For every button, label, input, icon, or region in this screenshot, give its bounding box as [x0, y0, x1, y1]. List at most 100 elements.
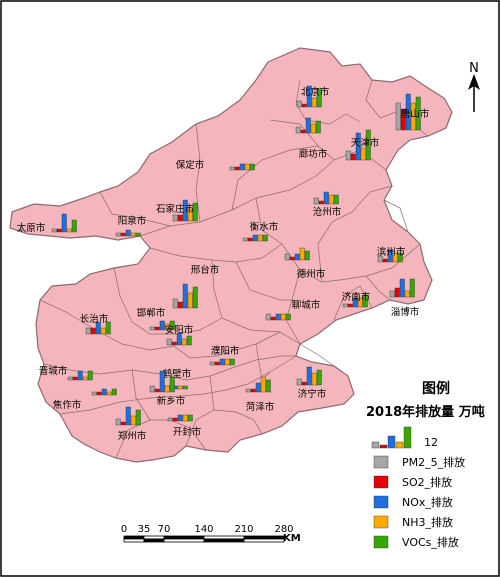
- bar-nox: [177, 414, 183, 422]
- bar-so2: [171, 341, 177, 346]
- bar-nox: [182, 283, 188, 309]
- city-label: 沧州市: [313, 206, 342, 218]
- bar-pm25: [389, 290, 395, 298]
- bar-nox: [159, 370, 165, 393]
- bar-so2: [72, 376, 78, 381]
- scale-tick-label: 210: [234, 524, 253, 535]
- city-bar-chart: [85, 321, 111, 335]
- bar-nox: [405, 93, 411, 131]
- bar-vocs: [169, 376, 175, 393]
- city-8: 太原市: [17, 213, 77, 234]
- bar-vocs: [182, 385, 188, 390]
- city-24: 新乡市: [149, 370, 186, 407]
- north-arrow-label: N: [469, 61, 479, 76]
- bar-nh3: [360, 147, 366, 161]
- legend-items: PM2_5_排放 SO2_排放 NOx_排放 NH3_排放 VOCs_排放: [373, 455, 465, 549]
- city-18: 邯郸市: [137, 307, 175, 331]
- bar-so2: [400, 108, 406, 131]
- city-label: 北京市: [301, 86, 330, 98]
- legend-label: NOx_排放: [402, 495, 453, 509]
- bar-so2: [172, 417, 178, 422]
- bar-nh3: [404, 290, 410, 298]
- city-label: 晋城市: [39, 365, 68, 377]
- scale-tick-label: 35: [138, 524, 151, 535]
- bar-pm25: [167, 417, 173, 422]
- bar-pm25: [209, 361, 215, 366]
- bar-nox: [101, 388, 107, 396]
- city-bar-chart: [209, 358, 235, 366]
- legend-sample-bar-nh3: [395, 441, 404, 449]
- city-7: 石家庄市: [156, 199, 198, 222]
- city-19: 安阳市: [165, 324, 194, 346]
- legend-swatch: [373, 495, 389, 509]
- bar-so2: [301, 103, 307, 108]
- scale-bar-unit: KM: [283, 533, 301, 544]
- bar-nox: [125, 406, 131, 426]
- bar-nh3: [181, 338, 187, 346]
- city-bar-chart: [242, 234, 268, 242]
- bar-nox: [125, 229, 131, 237]
- city-21: 晋城市: [39, 365, 93, 381]
- bar-so2: [301, 381, 307, 386]
- bar-vocs: [315, 120, 321, 134]
- bar-so2: [300, 129, 306, 134]
- city-26: 菏泽市: [246, 376, 275, 413]
- city-15: 长治市: [80, 313, 111, 335]
- city-16: 聊城市: [265, 299, 321, 321]
- bar-vocs: [316, 88, 322, 108]
- bar-so2: [120, 421, 126, 426]
- bar-nox: [399, 278, 405, 298]
- bar-nox: [305, 117, 311, 134]
- bar-vocs: [362, 294, 368, 308]
- city-10: 衡水市: [242, 221, 279, 242]
- legend-item-nox: NOx_排放: [373, 495, 453, 509]
- city-label: 滨州市: [377, 246, 406, 258]
- bar-nh3: [299, 247, 305, 261]
- bar-vocs: [333, 194, 339, 205]
- city-6: 沧州市: [313, 191, 342, 218]
- bar-pm25: [295, 126, 301, 134]
- bar-so2: [318, 200, 324, 205]
- scale-segment: [143, 538, 165, 543]
- bar-nh3: [224, 358, 230, 366]
- bar-pm25: [149, 326, 155, 331]
- scale-bar-segments: [123, 535, 285, 543]
- city-bar-chart: [377, 249, 403, 263]
- city-label: 唐山市: [401, 108, 430, 120]
- bar-vocs: [397, 252, 403, 263]
- city-label: 邯郸市: [137, 307, 166, 319]
- scale-bar-ticks: 0 35 70 140 210 280: [121, 524, 294, 535]
- city-label: 衡水市: [250, 221, 279, 233]
- bar-vocs: [192, 202, 198, 222]
- scale-bar: 0 35 70 140 210 280 KM: [121, 524, 301, 544]
- bar-pm25: [229, 166, 235, 171]
- scale-segment: [203, 538, 245, 543]
- city-bar-chart: [172, 283, 198, 309]
- bar-pm25: [115, 232, 121, 237]
- bar-pm25: [377, 255, 383, 263]
- legend-swatch: [373, 535, 389, 549]
- bar-pm25: [395, 102, 401, 131]
- city-bar-chart: [149, 370, 175, 393]
- bar-pm25: [149, 385, 155, 393]
- city-bar-chart: [296, 85, 322, 108]
- scale-tick-label: 0: [121, 524, 127, 535]
- bar-nox: [252, 234, 258, 242]
- city-bar-chart: [67, 370, 93, 381]
- bar-nh3: [130, 232, 136, 237]
- bar-so2: [214, 361, 220, 366]
- north-arrow-icon: [468, 74, 480, 112]
- bar-nh3: [182, 414, 188, 422]
- bar-nox: [275, 313, 281, 321]
- bar-pm25: [265, 313, 271, 321]
- bar-so2: [347, 303, 353, 308]
- bar-nh3: [130, 415, 136, 426]
- city-label: 天津市: [351, 137, 380, 149]
- city-bar-chart: [395, 93, 421, 131]
- city-bar-chart: [284, 247, 310, 261]
- bar-nh3: [311, 97, 317, 108]
- bar-vocs: [262, 234, 268, 242]
- city-label: 济南市: [342, 291, 371, 303]
- city-label: 菏泽市: [246, 401, 275, 413]
- bar-vocs: [192, 286, 198, 309]
